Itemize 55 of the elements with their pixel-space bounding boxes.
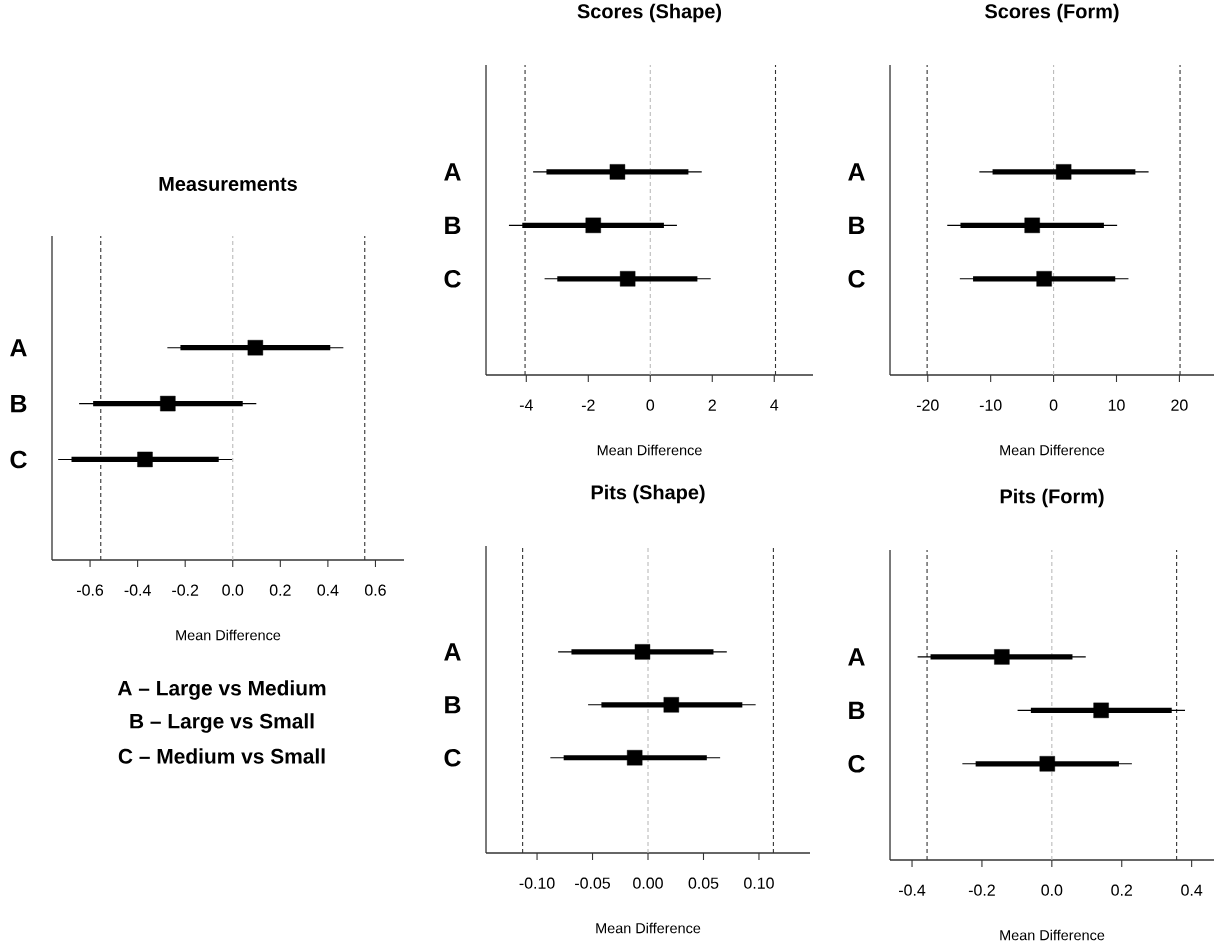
x-tick-label: 0.10 — [744, 877, 774, 889]
y-tick-label: B — [11, 395, 27, 413]
x-axis-title: Mean Difference — [597, 444, 702, 456]
chart-title: Scores (Shape) — [577, 3, 722, 23]
y-tick-label: C — [10, 450, 27, 469]
x-tick-label: 20 — [1171, 399, 1188, 411]
x-tick-label: -0.4 — [899, 884, 926, 896]
x-tick-label: 0.00 — [633, 877, 663, 889]
text: B – Large vs Small — [130, 713, 314, 733]
x-tick-label: 0.0 — [1041, 884, 1063, 896]
x-tick-label: -0.2 — [968, 884, 995, 896]
x-tick-label: -0.4 — [124, 584, 151, 596]
x-tick-label: 0.2 — [269, 584, 291, 596]
x-axis-title: Mean Difference — [596, 922, 701, 934]
y-tick-label: B — [445, 216, 461, 234]
x-tick-label: -0.10 — [519, 877, 555, 889]
x-tick-label: 0.2 — [1111, 884, 1133, 896]
x-axis-title: Mean Difference — [1000, 929, 1105, 941]
x-tick-label: -20 — [916, 399, 939, 411]
x-tick-label: 10 — [1108, 399, 1125, 411]
x-tick-label: 0 — [1049, 399, 1058, 411]
x-tick-label: 0.6 — [365, 584, 386, 596]
x-tick-label: -4 — [519, 399, 533, 411]
x-tick-label: 0 — [646, 399, 655, 411]
x-tick-label: -10 — [979, 399, 1002, 411]
x-tick-label: 0.4 — [1181, 884, 1203, 896]
y-tick-label: A — [10, 339, 27, 357]
chart-title: Measurements — [159, 177, 297, 191]
y-tick-label: C — [848, 754, 865, 773]
x-tick-label: 0.0 — [222, 584, 244, 596]
x-tick-label: 0.4 — [317, 584, 339, 596]
x-axis-title: Mean Difference — [1000, 444, 1105, 456]
text: C – Medium vs Small — [118, 748, 325, 764]
y-tick-label: A — [848, 163, 865, 181]
y-tick-label: C — [444, 748, 461, 767]
x-tick-label: -0.6 — [77, 584, 104, 596]
x-tick-label: -2 — [581, 399, 595, 411]
x-tick-label: 0.05 — [688, 877, 719, 889]
y-tick-label: A — [848, 648, 865, 666]
x-tick-label: 4 — [770, 399, 779, 411]
chart-title: Pits (Shape) — [591, 484, 705, 504]
chart-title: Pits (Form) — [1000, 488, 1104, 508]
y-tick-label: B — [849, 216, 865, 234]
y-tick-label: A — [444, 643, 461, 661]
y-tick-label: C — [848, 269, 865, 288]
y-tick-label: B — [849, 701, 865, 719]
chart-title: Scores (Form) — [985, 3, 1119, 23]
y-tick-label: B — [445, 696, 461, 714]
x-axis-title: Mean Difference — [176, 629, 281, 641]
x-tick-label: -0.2 — [172, 584, 199, 596]
y-tick-label: C — [444, 269, 461, 288]
y-tick-label: A — [444, 163, 461, 181]
x-tick-label: 2 — [708, 399, 716, 411]
x-tick-label: -0.05 — [575, 877, 611, 889]
text: A – Large vs Medium — [117, 680, 326, 700]
